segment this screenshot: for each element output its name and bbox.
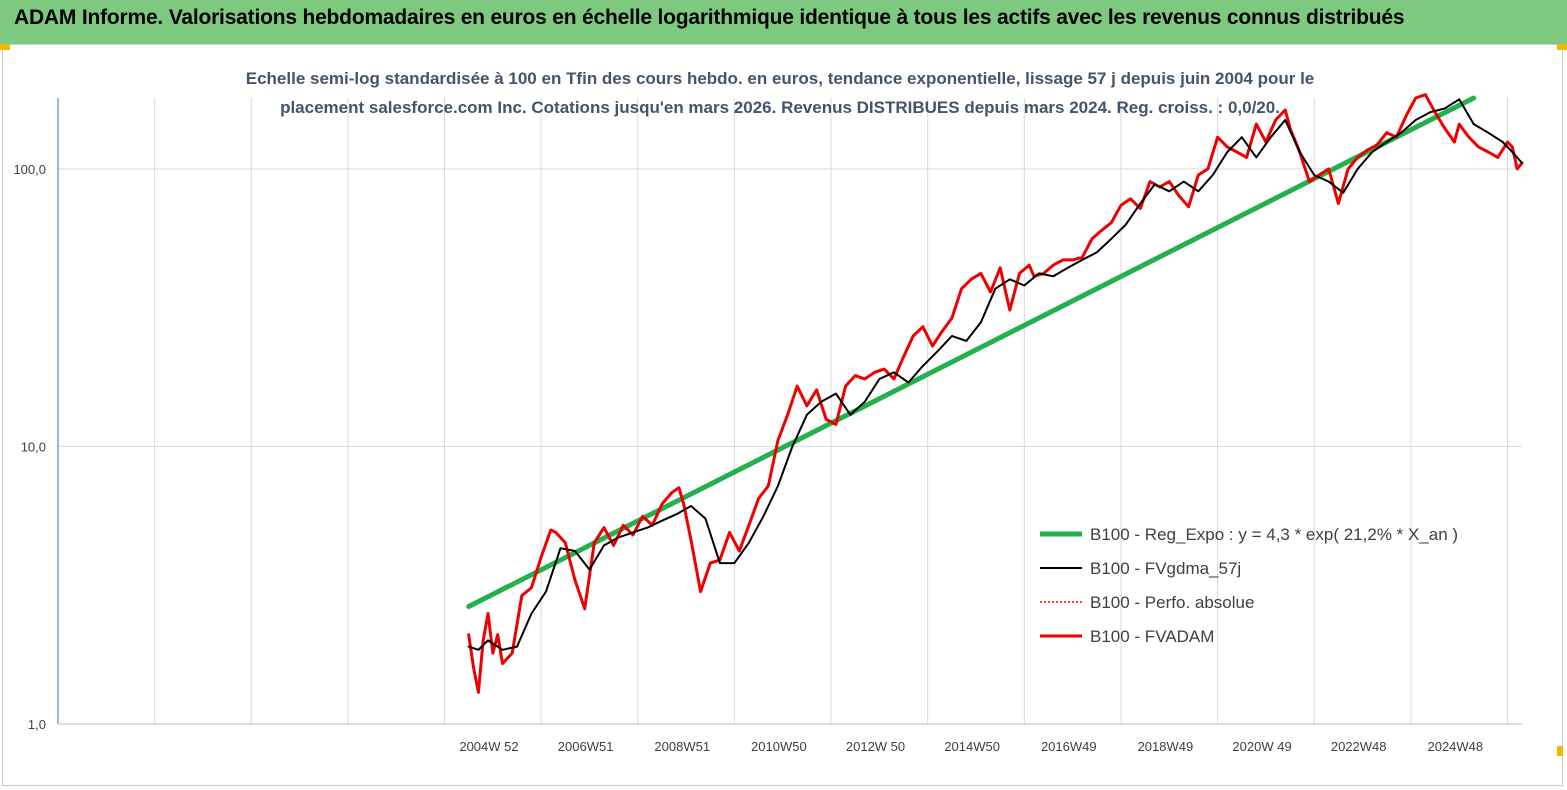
- report-title: ADAM Informe. Valorisations hebdomadaire…: [14, 6, 1405, 29]
- y-tick-label-2: 100,0: [13, 162, 46, 177]
- series-line-3: [467, 93, 1524, 694]
- x-tick-label-7: 2018W49: [1138, 739, 1194, 754]
- x-tick-label-5: 2014W50: [944, 739, 1000, 754]
- corner-marker-top-left: [0, 44, 10, 50]
- series-line-0: [466, 95, 1477, 609]
- chart-subtitle-line-1: Echelle semi-log standardisée à 100 en T…: [246, 69, 1315, 88]
- y-tick-label-0: 1,0: [28, 717, 46, 732]
- x-tick-label-4: 2012W 50: [846, 739, 905, 754]
- header-banner: ADAM Informe. Valorisations hebdomadaire…: [0, 0, 1567, 45]
- x-tick-label-1: 2006W51: [558, 739, 614, 754]
- corner-marker-top-right: [1557, 44, 1567, 50]
- x-tick-label-8: 2020W 49: [1232, 739, 1291, 754]
- series-lines: [466, 93, 1524, 694]
- x-tick-label-0: 2004W 52: [459, 739, 518, 754]
- corner-marker-bottom-right: [1557, 746, 1563, 756]
- legend-label-2: B100 - Perfo. absolue: [1090, 593, 1254, 612]
- series-line-1: [467, 98, 1523, 651]
- legend-label-3: B100 - FVADAM: [1090, 627, 1214, 646]
- x-tick-label-3: 2010W50: [751, 739, 807, 754]
- x-tick-label-2: 2008W51: [654, 739, 710, 754]
- x-tick-label-10: 2024W48: [1427, 739, 1483, 754]
- legend-label-1: B100 - FVgdma_57j: [1090, 559, 1241, 578]
- axes: 1,0 10,0 100,0 2004W 52 2006W51 2008W51 2010W5…: [13, 98, 1522, 754]
- legend-label-0: B100 - Reg_Expo : y = 4,3 * exp( 21,2% *…: [1090, 525, 1458, 544]
- chart-subtitle-line-2: placement salesforce.com Inc. Cotations …: [280, 98, 1280, 117]
- chart-frame: [2, 44, 1563, 786]
- y-tick-label-1: 10,0: [21, 439, 46, 454]
- x-tick-label-9: 2022W48: [1331, 739, 1387, 754]
- legend: B100 - Reg_Expo : y = 4,3 * exp( 21,2% *…: [1040, 525, 1458, 646]
- x-tick-label-6: 2016W49: [1041, 739, 1097, 754]
- grid-lines: [57, 98, 1522, 725]
